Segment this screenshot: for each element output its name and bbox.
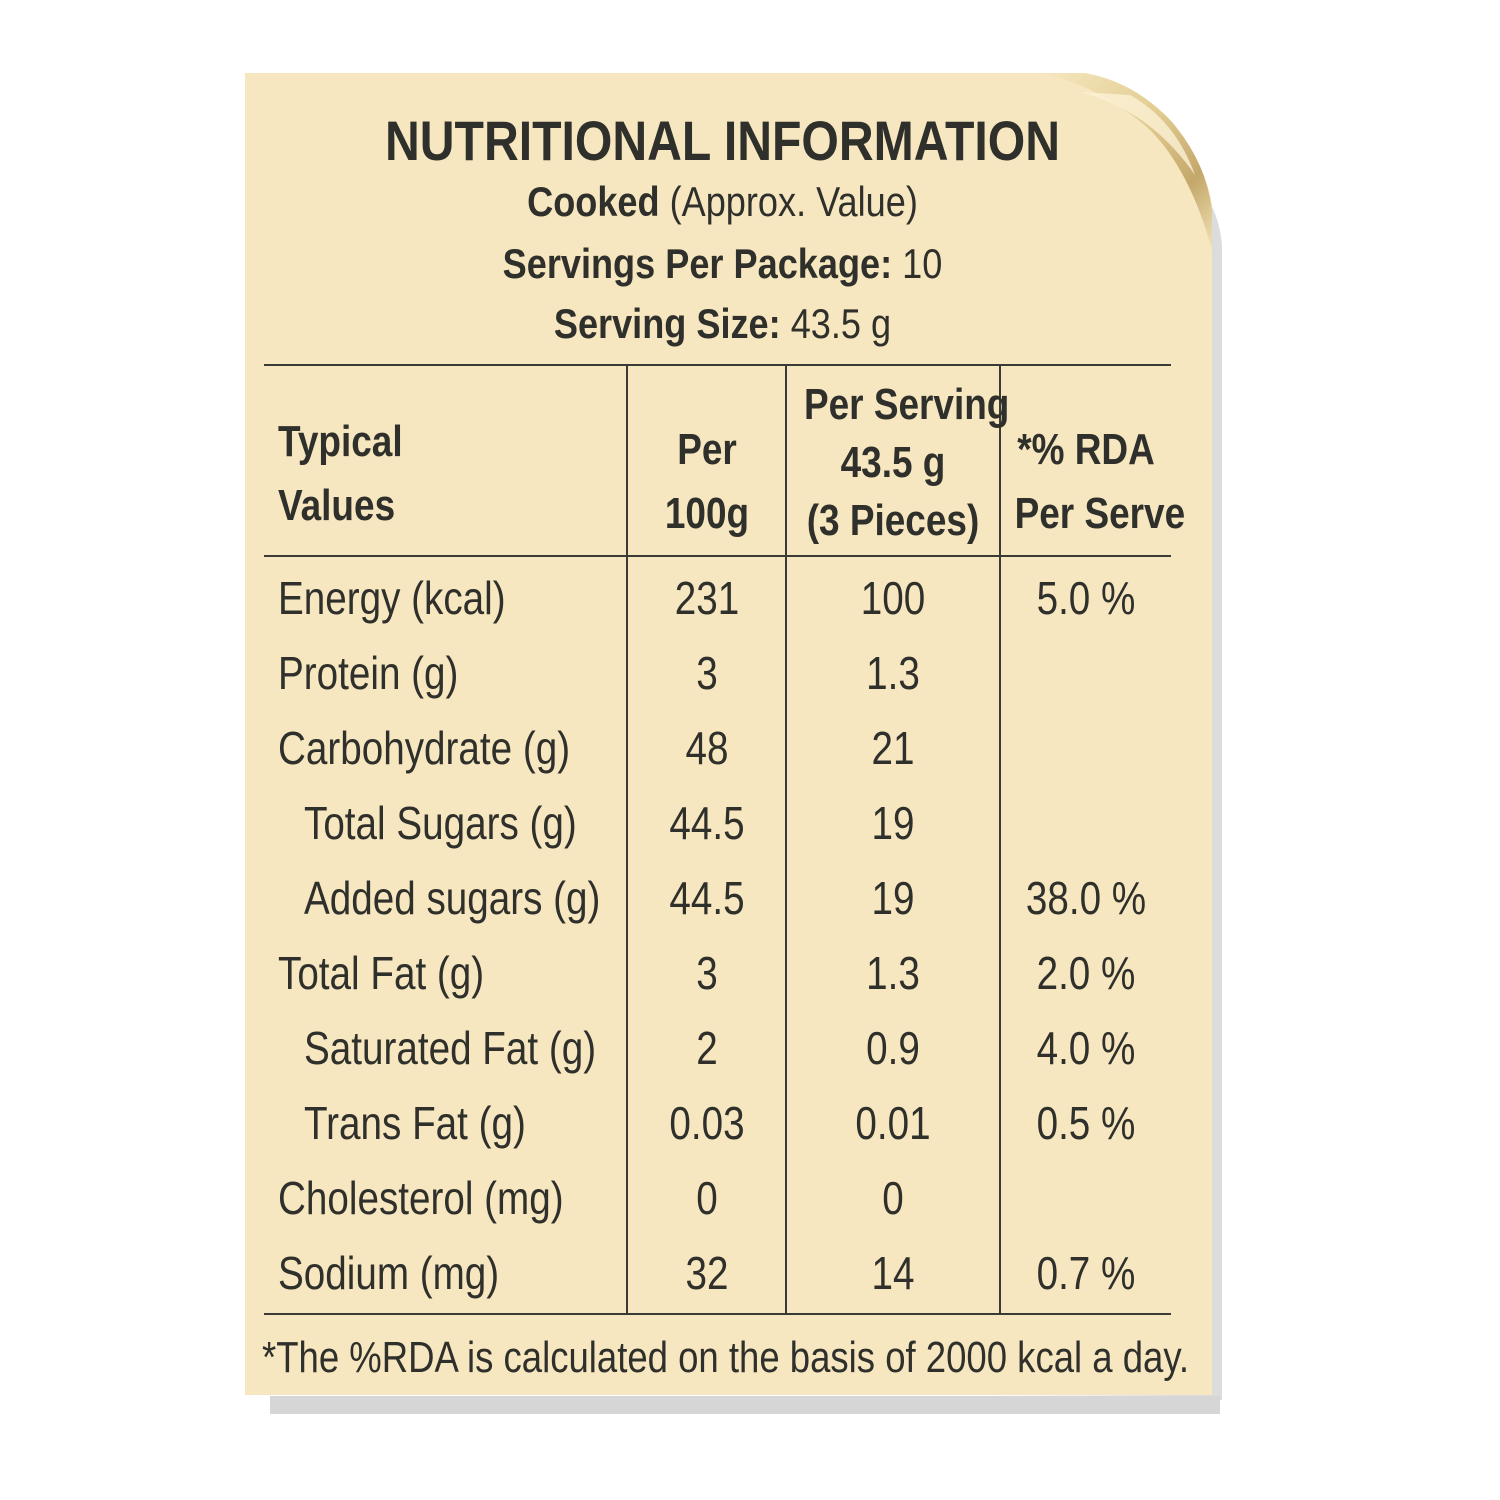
rda-value: 5.0 % bbox=[1036, 572, 1136, 624]
per-serving-value: 14 bbox=[871, 1247, 915, 1299]
per-serving-value: 100 bbox=[860, 572, 926, 624]
column-divider-1 bbox=[626, 365, 628, 1314]
per-serving-value: 21 bbox=[871, 722, 915, 774]
nutrient-name: Saturated Fat (g) bbox=[304, 1022, 597, 1074]
rda-footnote: *The %RDA is calculated on the basis of … bbox=[262, 1333, 1190, 1382]
column-divider-2 bbox=[785, 365, 787, 1314]
table-row: Trans Fat (g) 0.03 0.01 0.5 % bbox=[0, 1085, 1500, 1160]
nutrient-name: Trans Fat (g) bbox=[304, 1097, 526, 1149]
nutrient-name: Energy (kcal) bbox=[278, 572, 506, 624]
table-row: Cholesterol (mg) 0 0 bbox=[0, 1160, 1500, 1235]
nutrient-name: Sodium (mg) bbox=[278, 1247, 500, 1299]
panel-title: NUTRITIONAL INFORMATION bbox=[384, 109, 1061, 172]
header-per-100g: Per 100g bbox=[641, 418, 774, 546]
nutrient-name: Carbohydrate (g) bbox=[278, 722, 571, 774]
servings-label: Servings Per Package: bbox=[502, 240, 893, 287]
paper-curl-highlight bbox=[1080, 92, 1195, 175]
header-per100-line1: Per bbox=[677, 425, 737, 474]
header-bottom-rule bbox=[264, 555, 1171, 557]
table-row: Carbohydrate (g) 48 21 bbox=[0, 710, 1500, 785]
per-serving-value: 1.3 bbox=[866, 647, 920, 699]
table-row: Sodium (mg) 32 14 0.7 % bbox=[0, 1235, 1500, 1310]
per-100g-value: 32 bbox=[685, 1247, 729, 1299]
table-row: Total Sugars (g) 44.5 19 bbox=[0, 785, 1500, 860]
table-bottom-rule bbox=[264, 1313, 1171, 1315]
header-per-serving-line2: 43.5 g bbox=[840, 438, 946, 487]
table-row: Total Fat (g) 3 1.3 2.0 % bbox=[0, 935, 1500, 1010]
header-rda-line2: Per Serve bbox=[1014, 489, 1186, 538]
cooked-label: Cooked bbox=[527, 178, 660, 225]
per-serving-value: 19 bbox=[871, 797, 915, 849]
header-rda: *% RDA Per Serve bbox=[1014, 418, 1186, 546]
per-100g-value: 231 bbox=[674, 572, 740, 624]
serving-size-value: 43.5 g bbox=[790, 300, 892, 347]
rda-value: 4.0 % bbox=[1036, 1022, 1136, 1074]
header-per-serving-line1: Per Serving bbox=[803, 380, 1010, 429]
paper-sheet bbox=[245, 73, 1212, 1395]
table-row: Energy (kcal) 231 100 5.0 % bbox=[0, 560, 1500, 635]
header-rda-line1: *% RDA bbox=[1017, 425, 1155, 474]
column-divider-3 bbox=[999, 365, 1001, 1314]
nutrient-name: Added sugars (g) bbox=[304, 872, 601, 924]
header-per-serving: Per Serving 43.5 g (3 Pieces) bbox=[803, 376, 1010, 550]
per-100g-value: 0 bbox=[696, 1172, 718, 1224]
cooked-note: (Approx. Value) bbox=[669, 178, 918, 225]
header-typical-values: Typical Values bbox=[278, 410, 555, 538]
header-typical-line2: Values bbox=[278, 481, 396, 530]
per-100g-value: 2 bbox=[696, 1022, 718, 1074]
nutrient-name: Protein (g) bbox=[278, 647, 459, 699]
per-serving-value: 19 bbox=[871, 872, 915, 924]
per-100g-value: 3 bbox=[696, 647, 718, 699]
header-per-serving-line3: (3 Pieces) bbox=[806, 496, 980, 545]
rda-value: 0.5 % bbox=[1036, 1097, 1136, 1149]
serving-size-line: Serving Size: 43.5 g bbox=[312, 300, 1133, 348]
per-100g-value: 44.5 bbox=[669, 872, 745, 924]
rda-value: 0.7 % bbox=[1036, 1247, 1136, 1299]
table-row: Added sugars (g) 44.5 19 38.0 % bbox=[0, 860, 1500, 935]
per-100g-value: 3 bbox=[696, 947, 718, 999]
nutrient-name: Total Sugars (g) bbox=[304, 797, 577, 849]
header-per100-line2: 100g bbox=[664, 489, 750, 538]
servings-per-package-line: Servings Per Package: 10 bbox=[312, 240, 1133, 288]
nutrient-name: Total Fat (g) bbox=[278, 947, 485, 999]
table-row: Protein (g) 3 1.3 bbox=[0, 635, 1500, 710]
per-serving-value: 1.3 bbox=[866, 947, 920, 999]
per-serving-value: 0.01 bbox=[855, 1097, 931, 1149]
per-serving-value: 0 bbox=[882, 1172, 904, 1224]
rda-value: 2.0 % bbox=[1036, 947, 1136, 999]
per-100g-value: 44.5 bbox=[669, 797, 745, 849]
servings-value: 10 bbox=[902, 240, 943, 287]
nutrient-name: Cholesterol (mg) bbox=[278, 1172, 564, 1224]
rda-value: 38.0 % bbox=[1025, 872, 1147, 924]
table-top-rule bbox=[264, 364, 1171, 366]
paper-shadow-bottom bbox=[270, 1396, 1220, 1414]
per-100g-value: 48 bbox=[685, 722, 729, 774]
serving-size-label: Serving Size: bbox=[553, 300, 781, 347]
per-serving-value: 0.9 bbox=[866, 1022, 920, 1074]
table-row: Saturated Fat (g) 2 0.9 4.0 % bbox=[0, 1010, 1500, 1085]
header-typical-line1: Typical bbox=[278, 417, 403, 466]
per-100g-value: 0.03 bbox=[669, 1097, 745, 1149]
cooked-line: Cooked (Approx. Value) bbox=[312, 178, 1133, 226]
